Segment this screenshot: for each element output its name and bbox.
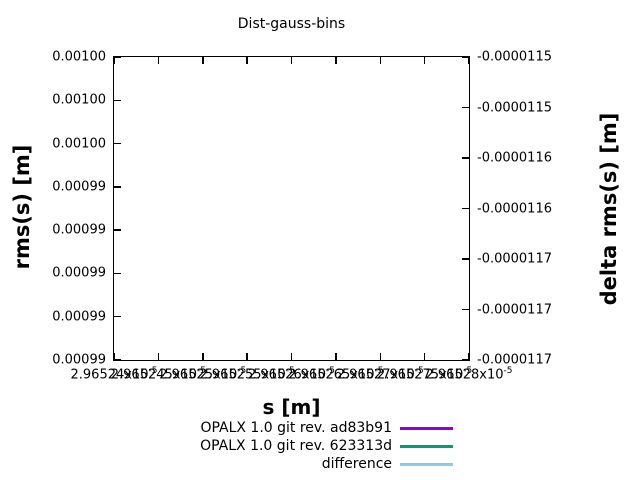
y-tick-left [114, 142, 121, 145]
legend-line-sample [400, 445, 453, 448]
left-y-tick-label: 0.00100 [52, 49, 106, 65]
right-y-tick-label: -0.0000117 [477, 352, 552, 368]
x-tick-exponent: -5 [463, 366, 473, 376]
y-tick-left [114, 99, 121, 102]
x-tick-top [202, 57, 204, 64]
x-tick-label: 2.96524x10-5 [70, 366, 158, 383]
x-tick-bottom [423, 353, 426, 360]
y-tick-left [114, 272, 121, 275]
x-tick-label: 2.96525x10-5 [159, 366, 247, 383]
x-tick-bottom [157, 353, 160, 360]
right-y-tick-label: -0.0000117 [477, 251, 552, 267]
x-tick-bottom [379, 353, 381, 360]
x-tick-top [113, 57, 115, 64]
y-tick-right [462, 207, 469, 210]
x-tick-top [246, 57, 248, 64]
x-tick-label: 2.965265x10-5 [288, 366, 384, 383]
chart-title: Dist-gauss-bins [237, 16, 346, 32]
x-tick-exponent: -5 [197, 366, 206, 376]
x-tick-top [290, 57, 293, 64]
y-tick-right [462, 56, 469, 58]
right-y-tick-label: -0.0000115 [477, 49, 552, 65]
y-tick-right [462, 106, 469, 109]
y-tick-left [114, 229, 121, 231]
right-y-tick-label: -0.0000116 [477, 201, 552, 216]
left-y-tick-label: 0.00099 [52, 352, 106, 368]
x-tick-top [468, 57, 470, 64]
left-y-tick-label: 0.00100 [52, 136, 106, 152]
x-tick-exponent: -5 [374, 366, 384, 376]
right-y-tick-label: -0.0000117 [477, 302, 552, 317]
legend-line-sample [400, 463, 453, 466]
x-tick-bottom [335, 353, 337, 360]
x-tick-label: 2.96527x10-5 [336, 366, 424, 383]
x-tick-exponent: -5 [503, 366, 513, 376]
x-tick-label: 2.965255x10-5 [199, 366, 295, 383]
x-tick-top [157, 57, 160, 64]
x-tick-top [335, 57, 337, 64]
y-tick-right [462, 157, 469, 159]
left-y-tick-label: 0.00099 [52, 179, 106, 195]
y-tick-left [114, 186, 121, 188]
right-y-tick-label: -0.0000116 [477, 150, 552, 166]
y-tick-right [462, 258, 469, 260]
x-axis-title: s [m] [262, 395, 321, 419]
x-tick-top [423, 57, 426, 64]
x-tick-exponent: -5 [148, 366, 158, 376]
right-y-tick-label: -0.0000115 [477, 100, 552, 115]
x-tick-exponent: -5 [326, 366, 335, 376]
y-tick-left [114, 56, 121, 58]
right-axis-title: delta rms(s) [m] [597, 112, 621, 306]
plot-area [113, 56, 470, 361]
y-tick-left [114, 315, 121, 318]
left-y-tick-label: 0.00099 [52, 222, 106, 238]
x-tick-label: 2.96528x10-5 [425, 366, 513, 383]
left-y-tick-label: 0.00099 [52, 309, 106, 325]
x-tick-bottom [113, 353, 115, 360]
left-y-tick-label: 0.00099 [52, 265, 106, 281]
x-tick-bottom [246, 353, 248, 360]
x-tick-bottom [202, 353, 204, 360]
x-tick-exponent: -5 [414, 366, 424, 376]
x-tick-label: 2.965245x10-5 [110, 366, 206, 383]
x-tick-label: 2.96526x10-5 [248, 366, 335, 383]
legend-entry: OPALX 1.0 git rev. ad83b91 [200, 420, 392, 436]
y-tick-left [114, 359, 121, 361]
y-tick-right [462, 359, 469, 361]
x-tick-exponent: -5 [237, 366, 247, 376]
left-axis-title: rms(s) [m] [10, 144, 34, 270]
x-tick-top [379, 57, 381, 64]
y-tick-right [462, 308, 469, 311]
legend-entry: OPALX 1.0 git rev. 623313d [200, 438, 392, 454]
legend-entry: difference [321, 456, 392, 472]
legend-line-sample [400, 427, 453, 430]
left-y-tick-label: 0.00100 [52, 92, 106, 108]
x-tick-exponent: -5 [285, 366, 295, 376]
x-tick-label: 2.965275x10-5 [377, 366, 473, 383]
x-tick-bottom [290, 353, 293, 360]
x-tick-bottom [468, 353, 470, 360]
